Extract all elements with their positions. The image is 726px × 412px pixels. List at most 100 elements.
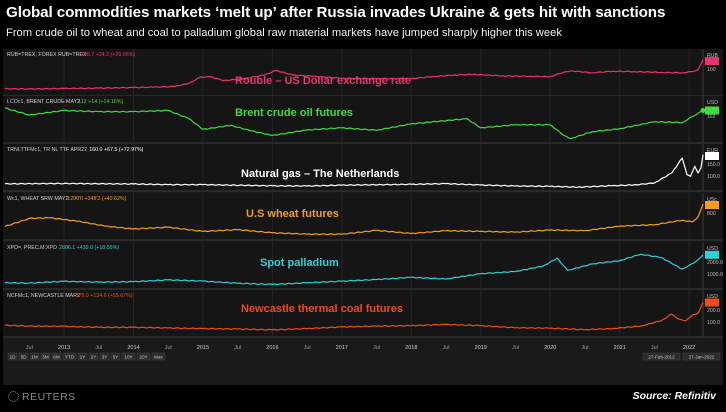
range-button-6m[interactable] [51,352,62,361]
x-tick-year: 2022 [683,345,695,351]
chart-subtitle: From crude oil to wheat and coal to pall… [6,27,562,39]
x-axis-bg [3,339,723,385]
x-tick-minor: Jul [234,345,241,351]
range-button-label: 20Y [139,355,147,360]
range-button-2y[interactable] [88,352,99,361]
header: Global commodities markets ‘melt up’ aft… [0,0,726,48]
y-tick-label: 800 [707,211,716,217]
reuters-branding: REUTERS [22,391,76,403]
range-button-3y[interactable] [99,352,110,361]
series-quote-rouble: 105.7 +24.2 (+29.66%) [81,52,135,58]
reuters-logo-icon [8,391,19,402]
panel-bg [3,96,723,143]
range-buttons: 1D 5D 1M 3M 6M YTD 1Y 2Y 3Y 5Y 10Y 20Y Max [7,352,166,361]
range-button-label: 1D [10,355,17,360]
range-button-10y[interactable] [121,352,136,361]
date-field[interactable] [642,352,681,361]
series-label-wheat: U.S wheat futures [246,208,339,220]
footer [0,387,726,412]
series-label-coal: Newcastle thermal coal futures [241,303,403,315]
range-button-label: 2Y [91,355,97,360]
x-tick-minor: Jul [651,345,658,351]
range-button-label: 10Y [124,355,132,360]
last-value-badge-coal [705,298,719,307]
x-tick-minor: Jul [304,345,311,351]
series-label-brent: Brent crude oil futures [235,107,353,119]
y-tick-label: 100.0 [707,320,720,326]
range-button-label: 6M [53,355,60,360]
x-tick-year: 2016 [266,345,278,351]
series-line-wheat [4,203,704,236]
range-button-5d[interactable] [18,352,29,361]
date-field[interactable] [682,352,721,361]
y-tick-label: 200.0 [707,308,720,314]
source-note: Source: Refinitiv [632,390,716,402]
x-axis: 2013 Jul 2014 Jul 2015 Jul 2016 Jul 2017 Jul 2018 J… [3,339,723,385]
x-tick-minor: Jul [95,345,102,351]
series-line-coal [4,302,704,331]
series-line-brent [4,107,704,140]
range-button-20y[interactable] [136,352,151,361]
y-tick-label: 2000.0 [707,260,723,266]
x-tick-year: 2018 [405,345,417,351]
series-label-palladium: Spot palladium [260,257,339,269]
last-value-badge-wheat [705,201,719,209]
series-ric-palladium: XPD=, PREC.M:XPD [7,245,57,251]
axis-unit-rouble: RUB [707,53,718,59]
series-ric-coal: NCFMc1, NEWCASTLE MAR2 [7,293,80,299]
range-button-label: 3M [42,355,49,360]
chart-title: Global commodities markets ‘melt up’ aft… [6,4,666,21]
range-button-label: 3Y [102,355,108,360]
x-tick-year: 2021 [614,345,626,351]
axis-unit-brent: USD [707,100,718,106]
range-button-label: 5Y [113,355,119,360]
range-button-label: 5D [21,355,28,360]
x-tick-minor: Jul [443,345,450,351]
y-tick-label: 100 [707,67,716,73]
range-button-label: 1Y [80,355,86,360]
chart-area: RUB=TREX, FOREX RUB=TREX 105.7 +24.2 (+29… [3,49,723,385]
date-field-label: 27-Feb-2012 [648,355,675,360]
last-value-dot [700,107,706,113]
x-tick-year: 2015 [197,345,209,351]
range-button-1m[interactable] [29,352,40,361]
x-tick-minor: Jul [581,345,588,351]
range-button-ytd[interactable] [62,352,77,361]
y-tick-label: 1000.0 [707,272,723,278]
series-line-rouble [4,59,704,90]
last-value-badge-palladium [705,250,719,259]
x-tick-year: 2020 [544,345,556,351]
x-tick-year: 2013 [58,345,70,351]
range-button-1d[interactable] [7,352,18,361]
series-label-rouble: Rouble – US Dollar exchange rate [235,75,411,87]
panel-palladium: XPD=, PREC.M:XPD 2806.1 +439.0 (+18.55%) U… [3,242,723,290]
date-range: 27-Feb-2012 27-Jan-2022 [642,352,721,361]
series-quote-wheat: 1290'0 +348'2 (+40.62%) [67,196,126,202]
range-button-1y[interactable] [77,352,88,361]
range-button-label: 1M [31,355,38,360]
series-ric-wheat: Wc1, WHEAT SRW MAY2 [7,196,68,202]
series-ric-natgas: TRNLTTFMc1, TR NL TTF APR22 [7,147,87,153]
x-tick-minor: Jul [26,345,33,351]
x-tick-year: 2019 [475,345,487,351]
y-tick-label: 100.0 [707,174,720,180]
axis-unit-coal: USD [707,294,718,300]
series-line-palladium [4,253,704,286]
axis-unit-palladium: USD [707,246,718,252]
series-ric-brent: LCOc1, BRENT CRUDE MAY2 [7,99,80,105]
range-button-label: YTD [65,355,75,360]
x-tick-year: 2014 [127,345,139,351]
range-button-3m[interactable] [40,352,51,361]
axis-unit-natgas: EUR [707,148,718,154]
y-tick-label: 112 [707,114,715,120]
range-button-max[interactable] [151,352,166,361]
last-value-badge-natgas [705,152,719,160]
range-button-5y[interactable] [110,352,121,361]
series-line-natgas [4,154,704,188]
series-label-natgas: Natural gas – The Netherlands [241,168,399,180]
series-quote-coal: 378.0 +134.6 (+55.67%) [76,293,133,299]
